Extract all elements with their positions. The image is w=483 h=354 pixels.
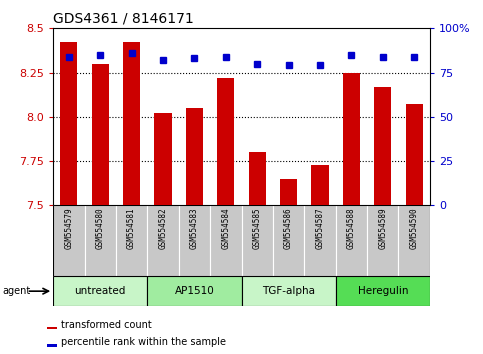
Bar bbox=[155, 113, 171, 205]
Text: GSM554582: GSM554582 bbox=[158, 207, 168, 249]
Bar bbox=[343, 73, 360, 205]
Text: untreated: untreated bbox=[74, 286, 126, 296]
Text: percentile rank within the sample: percentile rank within the sample bbox=[61, 337, 226, 347]
Bar bbox=[398, 205, 430, 276]
Bar bbox=[179, 205, 210, 276]
Bar bbox=[273, 205, 304, 276]
Bar bbox=[147, 276, 242, 306]
Bar bbox=[60, 42, 77, 205]
Bar bbox=[85, 205, 116, 276]
Bar bbox=[312, 165, 328, 205]
Text: GSM554589: GSM554589 bbox=[378, 207, 387, 249]
Bar bbox=[336, 276, 430, 306]
Text: transformed count: transformed count bbox=[61, 320, 152, 330]
Bar bbox=[280, 179, 297, 205]
Bar bbox=[92, 64, 109, 205]
Text: GSM554590: GSM554590 bbox=[410, 207, 419, 249]
Bar bbox=[53, 276, 147, 306]
Bar bbox=[186, 108, 203, 205]
Text: GSM554585: GSM554585 bbox=[253, 207, 262, 249]
Text: GSM554587: GSM554587 bbox=[315, 207, 325, 249]
Bar bbox=[336, 205, 367, 276]
Bar bbox=[367, 205, 398, 276]
Bar bbox=[53, 205, 85, 276]
Text: TGF-alpha: TGF-alpha bbox=[262, 286, 315, 296]
Text: agent: agent bbox=[2, 286, 30, 296]
Bar bbox=[374, 87, 391, 205]
Bar bbox=[47, 327, 57, 329]
Text: GSM554579: GSM554579 bbox=[64, 207, 73, 249]
Text: GSM554588: GSM554588 bbox=[347, 207, 356, 249]
Bar bbox=[47, 344, 57, 347]
Bar bbox=[147, 205, 179, 276]
Bar bbox=[406, 104, 423, 205]
Text: GSM554584: GSM554584 bbox=[221, 207, 230, 249]
Text: GSM554580: GSM554580 bbox=[96, 207, 105, 249]
Text: GSM554581: GSM554581 bbox=[127, 207, 136, 249]
Bar bbox=[217, 78, 234, 205]
Text: GSM554583: GSM554583 bbox=[190, 207, 199, 249]
Bar bbox=[116, 205, 147, 276]
Text: GDS4361 / 8146171: GDS4361 / 8146171 bbox=[53, 12, 194, 26]
Bar bbox=[242, 205, 273, 276]
Bar bbox=[242, 276, 336, 306]
Bar bbox=[249, 152, 266, 205]
Bar bbox=[304, 205, 336, 276]
Bar bbox=[210, 205, 242, 276]
Text: GSM554586: GSM554586 bbox=[284, 207, 293, 249]
Bar bbox=[123, 42, 140, 205]
Text: Heregulin: Heregulin bbox=[357, 286, 408, 296]
Text: AP1510: AP1510 bbox=[174, 286, 214, 296]
